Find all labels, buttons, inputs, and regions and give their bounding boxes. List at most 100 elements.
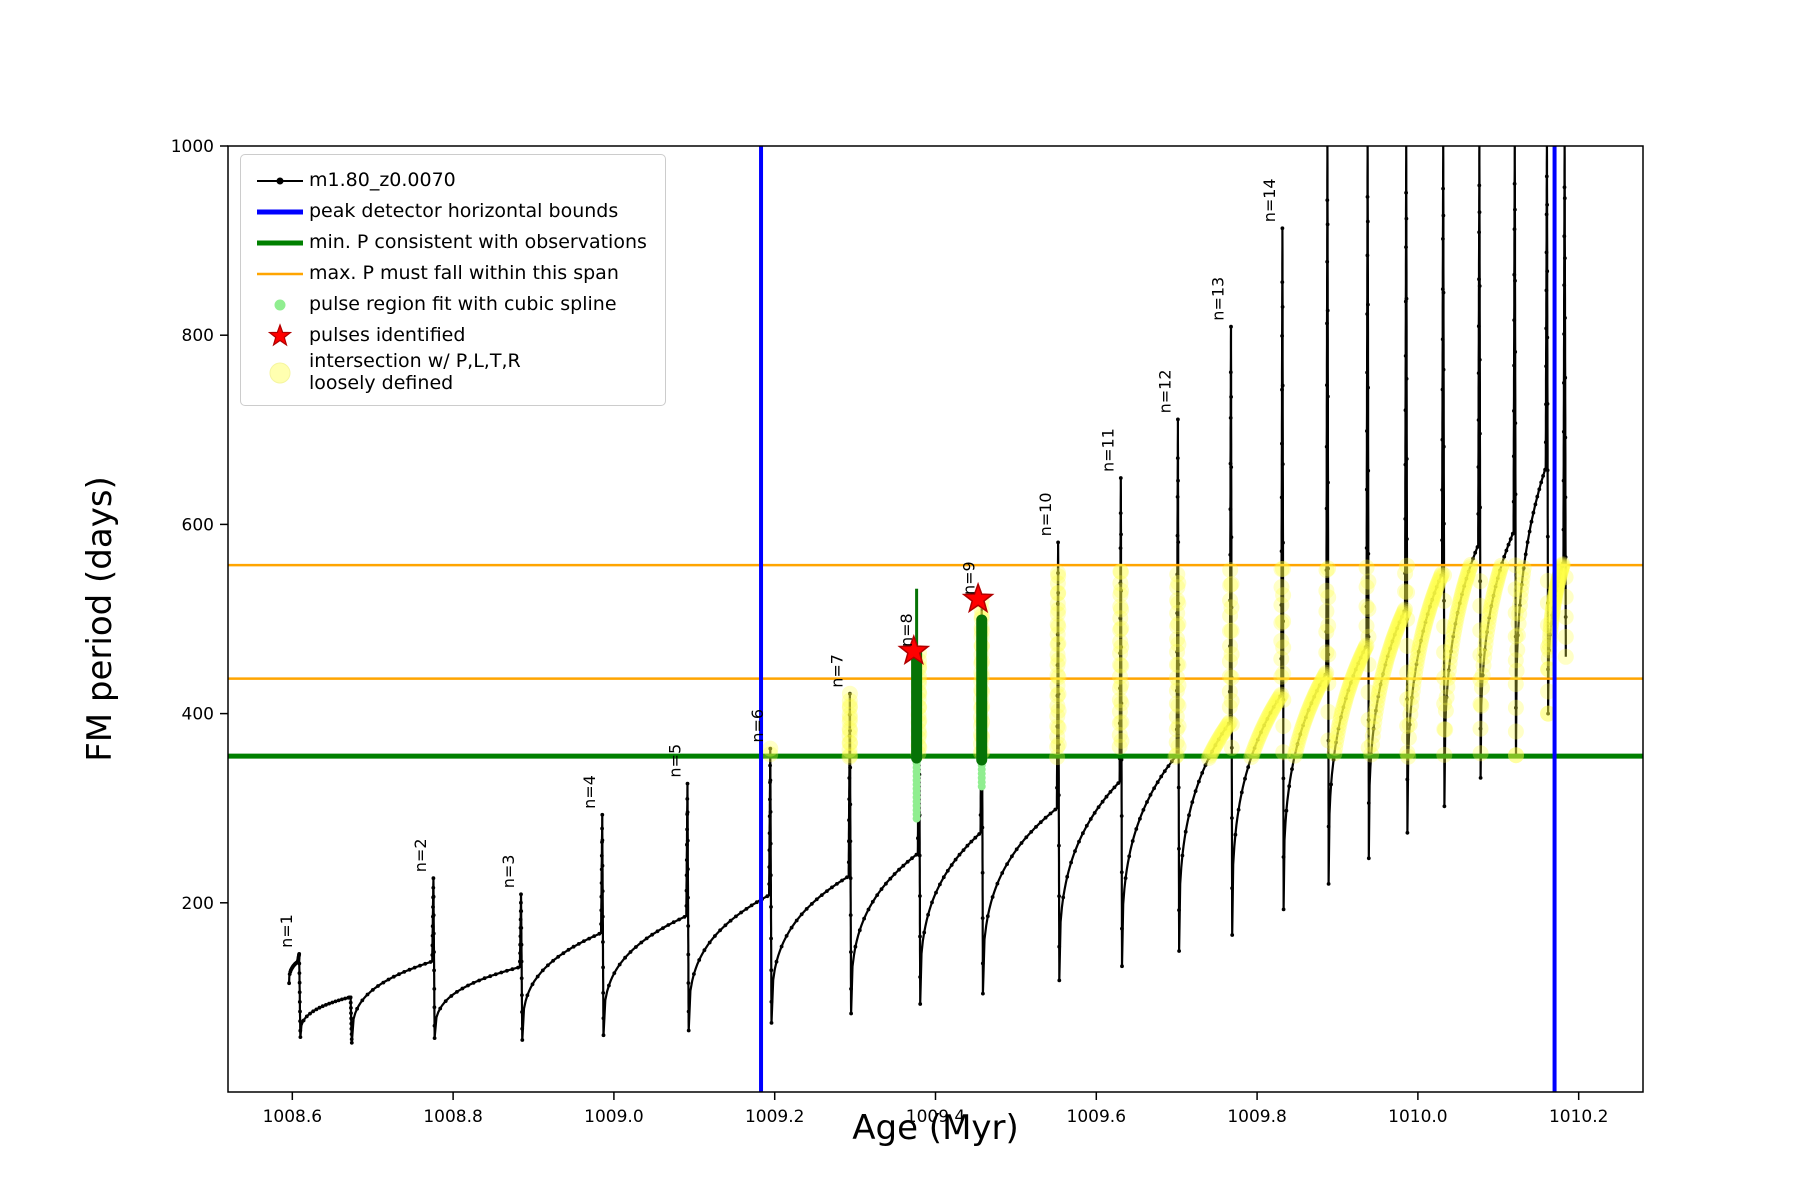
track-marker-dot	[600, 863, 605, 868]
track-marker-dot	[607, 983, 611, 988]
intersection-point	[1113, 601, 1130, 618]
track-marker-dot	[684, 858, 689, 862]
track-marker-dot	[981, 991, 985, 996]
intersection-point	[1417, 614, 1434, 631]
intersection-point	[1208, 735, 1225, 752]
track-marker-dot	[1464, 576, 1469, 581]
track-marker-dot	[1118, 581, 1123, 586]
track-marker-dot	[1116, 781, 1121, 785]
track-marker-dot	[1358, 655, 1363, 660]
intersection-point	[1327, 739, 1344, 756]
intersection-point	[1554, 558, 1571, 575]
intersection-point	[1425, 589, 1441, 606]
track-marker-dot	[1341, 705, 1346, 710]
track-marker-dot	[1562, 196, 1567, 201]
track-marker-dot	[644, 936, 649, 941]
intersection-point	[1384, 633, 1401, 650]
track-marker-dot	[587, 936, 591, 941]
intersection-point	[1312, 675, 1329, 692]
pulse-number-label: n=4	[580, 775, 599, 809]
track-marker-dot	[1233, 832, 1238, 837]
intersection-point	[1112, 680, 1128, 697]
track-marker-dot	[685, 781, 690, 786]
track-marker-dot	[1014, 847, 1019, 852]
track-marker-dot	[1512, 363, 1516, 368]
track-marker-dot	[1404, 376, 1409, 381]
intersection-point	[1437, 721, 1454, 738]
track-marker-dot	[1478, 505, 1482, 510]
track-marker-dot	[1563, 137, 1567, 141]
track-marker-dot	[1419, 638, 1423, 643]
track-marker-dot	[1119, 870, 1124, 875]
intersection-point	[1368, 697, 1385, 714]
intersection-point	[1275, 613, 1292, 630]
intersection-point	[1320, 589, 1337, 606]
track-marker-dot	[1325, 308, 1330, 313]
track-marker-dot	[599, 894, 604, 899]
intersection-point	[1364, 736, 1380, 753]
intersection-point	[1557, 609, 1574, 625]
track-marker-dot	[768, 797, 772, 802]
intersection-point	[1356, 640, 1373, 657]
track-marker-dot	[1324, 444, 1329, 449]
intersection-point	[1472, 696, 1489, 713]
track-marker-dot	[431, 913, 436, 917]
intersection-point	[1462, 556, 1479, 573]
intersection-point	[1332, 713, 1349, 729]
intersection-point	[1490, 567, 1507, 584]
track-marker-dot	[765, 894, 770, 899]
track-marker-dot	[1366, 385, 1370, 390]
track-marker-dot	[1440, 287, 1445, 291]
track-marker-dot	[1088, 817, 1093, 821]
intersection-point	[1440, 670, 1457, 686]
intersection-point	[1486, 584, 1503, 601]
intersection-point	[1273, 632, 1290, 649]
intersection-point	[1337, 693, 1354, 710]
intersection-point	[1374, 669, 1391, 686]
track-marker-dot	[1159, 774, 1164, 779]
track-marker-dot	[1162, 769, 1167, 773]
intersection-point	[1320, 675, 1337, 692]
track-marker-dot	[1281, 776, 1286, 781]
track-marker-dot	[1190, 800, 1195, 804]
track-marker-dot	[1546, 711, 1550, 716]
intersection-point	[1049, 575, 1066, 592]
track-marker-dot	[1366, 468, 1371, 473]
intersection-point	[1169, 618, 1186, 635]
track-marker-dot	[849, 987, 853, 991]
track-marker-dot	[1170, 759, 1174, 764]
track-marker-dot	[349, 1016, 354, 1021]
intersection-point	[1389, 618, 1406, 635]
track-marker-dot	[918, 934, 922, 939]
intersection-point	[1365, 720, 1382, 737]
intersection-point	[1169, 669, 1185, 686]
intersection-point	[1434, 565, 1450, 582]
track-marker-dot	[1502, 554, 1507, 559]
intersection-point	[1264, 700, 1281, 717]
track-marker-dot	[1563, 435, 1568, 440]
track-marker-dot	[432, 1036, 437, 1040]
track-marker-dot	[1057, 944, 1062, 949]
track-marker-dot	[1562, 332, 1566, 336]
intersection-point	[1049, 657, 1066, 674]
intersection-point	[1218, 719, 1235, 735]
track-marker-dot	[848, 691, 852, 696]
track-marker-dot	[1227, 689, 1232, 694]
track-marker-dot	[1513, 421, 1518, 425]
track-marker-dot	[1326, 394, 1330, 399]
track-marker-dot	[1477, 284, 1482, 288]
track-marker-dot	[460, 986, 465, 991]
track-marker-dot	[530, 982, 535, 987]
track-marker-dot	[1228, 644, 1232, 648]
track-marker-dot	[1056, 641, 1061, 646]
intersection-point	[1487, 578, 1504, 595]
track-marker-dot	[848, 728, 852, 733]
track-marker-dot	[1531, 510, 1536, 515]
track-marker-dot	[1477, 183, 1482, 188]
track-marker-dot	[774, 959, 779, 964]
intersection-point	[1360, 656, 1377, 673]
track-marker-dot	[671, 920, 676, 925]
intersection-point	[1509, 627, 1526, 644]
intersection-point	[1508, 747, 1524, 764]
track-marker-dot	[493, 972, 498, 977]
